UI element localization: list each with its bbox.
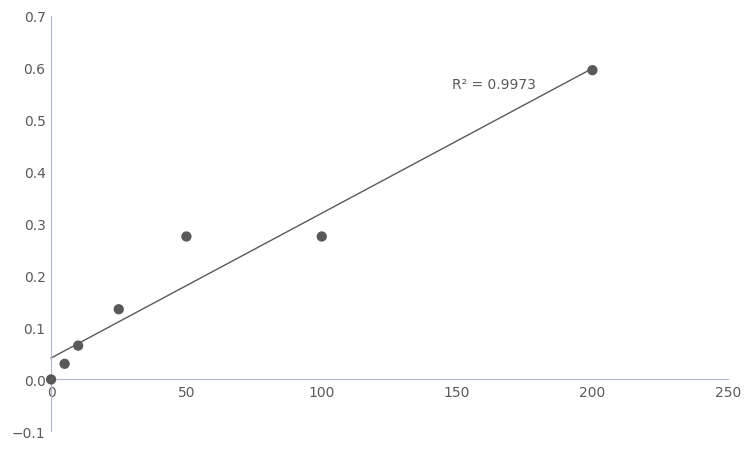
Point [587,67,599,74]
Point [72,342,84,350]
Text: R² = 0.9973: R² = 0.9973 [452,78,535,92]
Point [113,306,125,313]
Point [45,376,57,383]
Point [316,233,328,240]
Point [59,360,71,368]
Point [180,233,193,240]
